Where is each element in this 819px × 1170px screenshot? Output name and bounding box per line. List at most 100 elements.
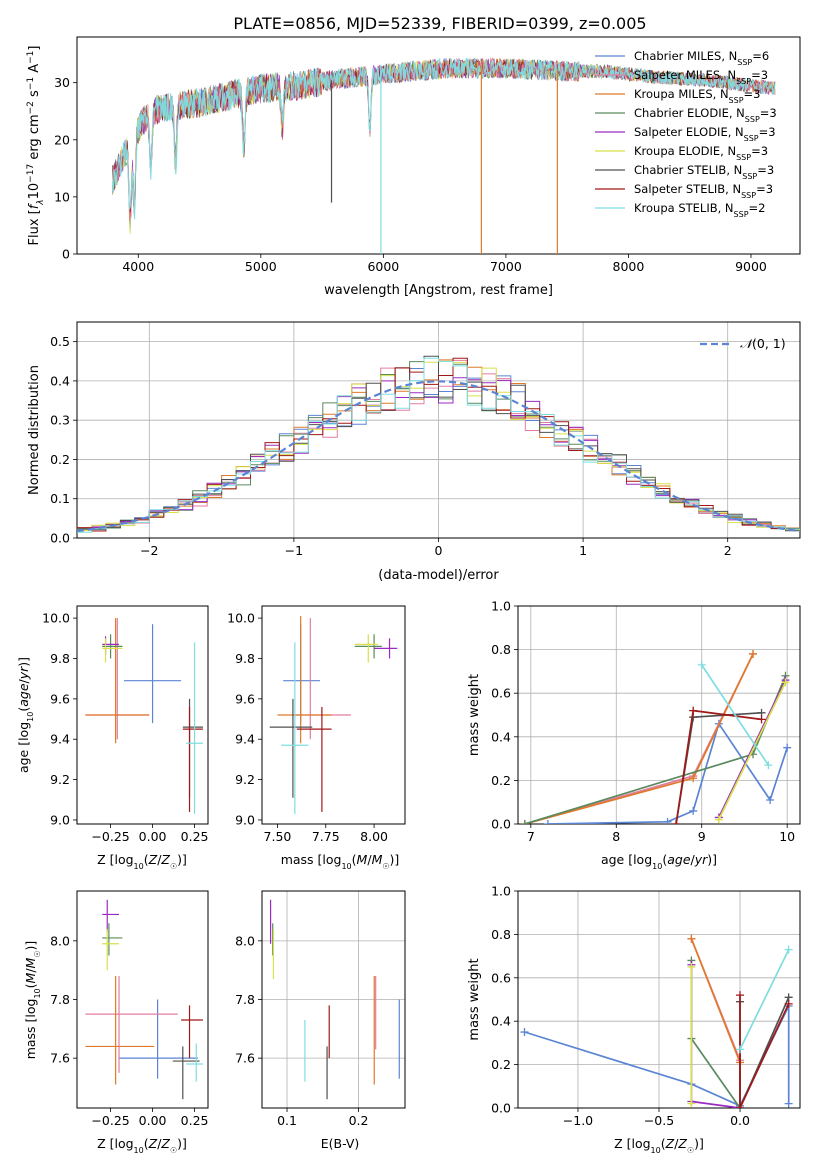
y-tick-label: 0.0 xyxy=(50,531,70,546)
x-tick-label: 7000 xyxy=(490,259,522,274)
weight-series-line xyxy=(524,675,787,824)
legend-entry: Salpeter STELIB, NSSP=3 xyxy=(634,182,773,200)
legend-entry: Kroupa MILES, NSSP=3 xyxy=(634,87,760,105)
y-tick-label: 0.3 xyxy=(50,413,70,428)
errorbar-marks xyxy=(85,618,203,814)
x-tick-label: 0.25 xyxy=(181,829,209,844)
weight-marker xyxy=(663,817,672,824)
weight-series-line xyxy=(690,938,741,1108)
y-tick-label: 9.0 xyxy=(235,812,255,827)
weight-series-line xyxy=(524,653,754,824)
weight-marker xyxy=(687,934,696,943)
legend-entry: Kroupa STELIB, NSSP=2 xyxy=(634,201,765,219)
x-tick-label: 7 xyxy=(527,829,535,844)
weight-series-line xyxy=(690,960,741,1108)
weight-lines xyxy=(520,649,792,824)
y-tick-label: 10 xyxy=(54,189,70,204)
weight-series-line xyxy=(739,949,790,1050)
x-tick-label: 10 xyxy=(779,829,795,844)
figure-title: PLATE=0856, MJD=52339, FIBERID=0399, z=0… xyxy=(233,14,646,33)
y-tick-label: 20 xyxy=(54,132,70,147)
y-tick-label: 9.8 xyxy=(50,651,70,666)
weight-marker xyxy=(687,1099,696,1108)
legend-entry: Salpeter MILES, NSSP=3 xyxy=(634,68,768,86)
x-axis-label: Z [log10(Z/Z☉)] xyxy=(614,1136,704,1155)
weight-marker xyxy=(783,743,792,752)
y-tick-label: 0.2 xyxy=(491,773,511,788)
y-tick-label: 7.8 xyxy=(235,992,255,1007)
y-tick-label: 0.4 xyxy=(50,373,70,388)
x-axis-label: Z [log10(Z/Z☉)] xyxy=(97,852,187,871)
y-tick-label: 9.8 xyxy=(235,651,255,666)
y-tick-label: 10.0 xyxy=(227,611,255,626)
normal-reference-curve xyxy=(77,380,800,533)
weight-marker xyxy=(697,660,706,669)
x-tick-label: 0.0 xyxy=(730,1113,750,1128)
y-tick-label: 0.0 xyxy=(491,817,511,832)
x-tick-label: 8.00 xyxy=(360,829,388,844)
y-tick-label: 8.0 xyxy=(50,933,70,948)
plot-frame xyxy=(76,321,801,539)
histogram-panel: −2 −1 0 1 2 0.0 0.1 0.2 0.3 0.4 0.5 𝒩(0, 1) (data-mo… xyxy=(27,321,801,583)
weight-marker xyxy=(520,1028,529,1037)
weight-marker xyxy=(757,715,766,724)
mass-vs-Z-panel: −0.25 0.00 0.25 7.6 7.8 8.0 Z [log10(Z/Z☉)] mas… xyxy=(23,890,209,1155)
y-axis-label: Normed distribution xyxy=(27,365,42,495)
plot-frame xyxy=(517,890,801,1109)
y-tick-label: 0.6 xyxy=(491,970,511,985)
x-axis-label: mass [log10(M/M☉)] xyxy=(281,852,400,871)
y-tick-label: 0.6 xyxy=(491,686,511,701)
weight-marker xyxy=(689,774,698,783)
legend-entry: Chabrier MILES, NSSP=6 xyxy=(634,49,769,67)
weight-series-line xyxy=(547,721,789,824)
x-tick-label: 7.50 xyxy=(264,829,292,844)
weight-series-line xyxy=(739,995,790,1108)
spectrum-lines xyxy=(111,57,776,254)
x-tick-label: 0.00 xyxy=(139,1113,167,1128)
weight-marker xyxy=(520,820,529,824)
y-tick-label: 7.6 xyxy=(235,1051,255,1066)
errorbar-marks xyxy=(269,899,400,1100)
plot-frame xyxy=(517,605,801,825)
weight-marker xyxy=(689,706,698,715)
weight-vs-age-panel: 7 8 9 10 0.0 0.2 0.4 0.6 0.8 1.0 age [log10(age/yr… xyxy=(467,599,801,871)
age-vs-mass-panel: 7.50 7.75 8.00 9.0 9.2 9.4 9.6 9.8 10.0 mass [log… xyxy=(227,605,406,871)
x-tick-label: −1.0 xyxy=(563,1113,593,1128)
legend-entry: 𝒩(0, 1) xyxy=(740,336,786,351)
plot-frame xyxy=(76,36,801,255)
legend-entry: Chabrier STELIB, NSSP=3 xyxy=(634,163,774,181)
y-tick-label: 9.6 xyxy=(50,691,70,706)
y-tick-label: 0 xyxy=(62,247,70,262)
y-axis-label: mass weight xyxy=(467,674,482,756)
y-tick-label: 0.8 xyxy=(491,927,511,942)
y-tick-label: 9.0 xyxy=(50,812,70,827)
histogram-steps xyxy=(77,355,800,533)
weight-series-line xyxy=(524,653,754,824)
plot-frame xyxy=(76,605,209,825)
y-tick-label: 9.6 xyxy=(235,691,255,706)
weight-marker xyxy=(672,820,681,824)
y-tick-label: 10.0 xyxy=(42,611,70,626)
y-tick-label: 0.8 xyxy=(491,642,511,657)
weight-marker xyxy=(736,991,745,1000)
y-tick-label: 0.5 xyxy=(50,334,70,349)
chart-panels: 4000 5000 6000 7000 8000 90000102030wavelengt… xyxy=(16,36,801,1155)
legend-entry: Salpeter ELODIE, NSSP=3 xyxy=(634,125,776,143)
weight-series-line xyxy=(700,664,770,766)
x-tick-label: 8 xyxy=(612,829,620,844)
plot-frame xyxy=(261,605,406,825)
x-tick-label: 8000 xyxy=(613,259,645,274)
legend-entry: Kroupa ELODIE, NSSP=3 xyxy=(634,144,768,162)
x-axis-label: E(B-V) xyxy=(321,1136,360,1151)
y-tick-label: 9.4 xyxy=(50,732,70,747)
y-tick-label: 9.4 xyxy=(235,732,255,747)
weight-vs-Z-panel: −1.0 −0.5 0.0 0.0 0.2 0.4 0.6 0.8 1.0 Z [log10(Z/… xyxy=(467,884,801,1155)
weight-marker xyxy=(714,815,723,824)
x-tick-label: 9000 xyxy=(735,259,767,274)
x-tick-label: −0.25 xyxy=(91,829,129,844)
x-tick-label: 1 xyxy=(579,543,587,558)
errorbar-marks xyxy=(85,899,203,1100)
weight-marker xyxy=(764,761,773,770)
weight-lines xyxy=(520,934,793,1108)
